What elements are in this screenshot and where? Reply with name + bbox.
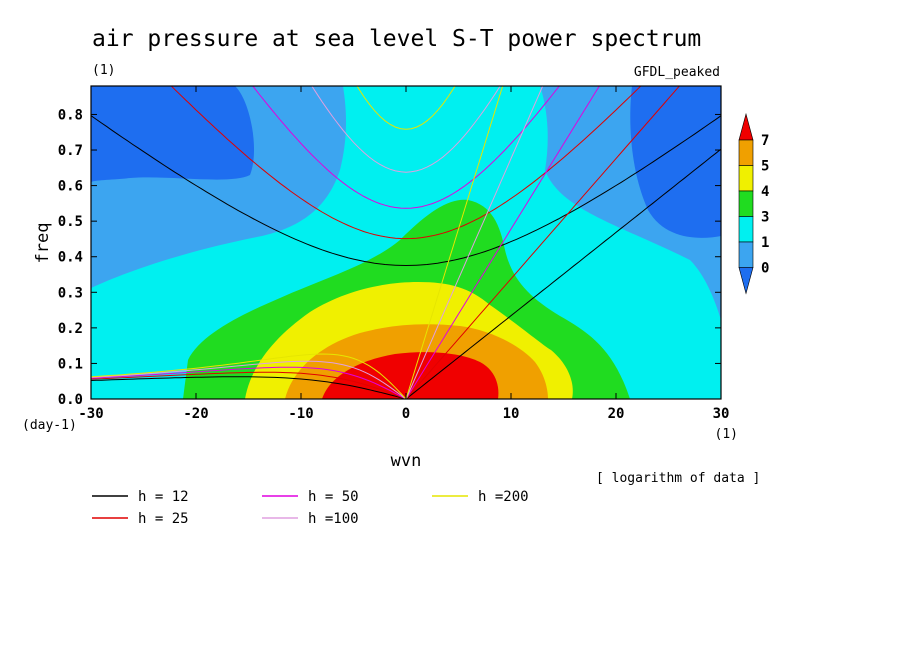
colorbar-segment	[738, 165, 754, 192]
colorbar-segment	[738, 139, 754, 166]
colorbar-label: 1	[761, 235, 769, 251]
x-tick-label: 20	[608, 406, 625, 422]
y-axis-label: freq	[33, 223, 53, 264]
colorbar-label: 5	[761, 159, 769, 175]
dispersion-curve	[91, 366, 407, 399]
colorbar-label: 4	[761, 184, 769, 200]
x-tick-label: -10	[288, 406, 313, 422]
x-tick-label: 10	[503, 406, 520, 422]
x-tick-label: -30	[78, 406, 103, 422]
chart-subtitle: (1)	[92, 63, 115, 78]
y-tick-label: 0.0	[58, 392, 83, 408]
legend-label: h =100	[308, 511, 359, 527]
legend-label: h = 12	[138, 489, 189, 505]
y-tick-label: 0.4	[58, 250, 83, 266]
colorbar-segment	[738, 216, 754, 243]
y-tick-label: 0.2	[58, 321, 83, 337]
colorbar-label: 3	[761, 210, 769, 226]
y-tick-label: 0.1	[58, 356, 83, 372]
dispersion-curve	[252, 86, 560, 209]
dispersion-curve	[91, 376, 407, 399]
colorbar: 7 5 4 3 1 0	[738, 112, 769, 295]
contour-level-0-right	[630, 86, 721, 238]
dispersion-curve	[170, 86, 642, 240]
dispersion-curve	[311, 86, 501, 173]
colorbar-segment	[738, 241, 754, 268]
dispersion-curve	[405, 86, 600, 399]
colorbar-min-arrow	[738, 267, 754, 295]
dispersion-curve	[91, 371, 407, 399]
x-tick-label: 0	[402, 406, 410, 422]
y-tick-label: 0.8	[58, 107, 83, 123]
curve-legend: h = 12 h = 25 h = 50 h =100 h =200	[92, 489, 529, 527]
chart-title: air pressure at sea level S-T power spec…	[92, 26, 701, 52]
axis-ticks: -30 -20 -10 0 10 20 30 0.0 0.1 0.2 0.3 0.4 0.5 0.6 0.7…	[58, 86, 730, 422]
legend-label: h = 25	[138, 511, 189, 527]
dispersion-curve	[356, 86, 456, 130]
dispersion-curves	[91, 86, 721, 399]
data-note: [ logarithm of data ]	[596, 471, 760, 486]
dispersion-curve	[405, 86, 681, 399]
source-label: GFDL_peaked	[634, 65, 720, 80]
colorbar-max-arrow	[738, 112, 754, 141]
legend-label: h = 50	[308, 489, 359, 505]
x-axis-label: wvn	[391, 451, 422, 471]
contour-level-0-left	[91, 86, 255, 182]
contour-plot	[91, 86, 721, 399]
y-tick-label: 0.5	[58, 214, 83, 230]
colorbar-segment	[738, 190, 754, 217]
colorbar-label: 0	[761, 261, 769, 277]
dispersion-curve	[405, 148, 721, 399]
y-tick-label: 0.7	[58, 143, 83, 159]
x-tick-label: 30	[713, 406, 730, 422]
dispersion-curve	[405, 86, 544, 399]
colorbar-label: 7	[761, 133, 769, 149]
x-unit-label: (1)	[715, 427, 738, 442]
x-tick-label: -20	[183, 406, 208, 422]
legend-label: h =200	[478, 489, 529, 505]
y-tick-label: 0.3	[58, 285, 83, 301]
y-unit-label: (day-1)	[22, 418, 77, 433]
dispersion-curve	[91, 353, 407, 399]
dispersion-curve	[405, 86, 504, 399]
y-tick-label: 0.6	[58, 179, 83, 195]
dispersion-curve	[91, 115, 721, 267]
dispersion-curve	[91, 360, 407, 399]
